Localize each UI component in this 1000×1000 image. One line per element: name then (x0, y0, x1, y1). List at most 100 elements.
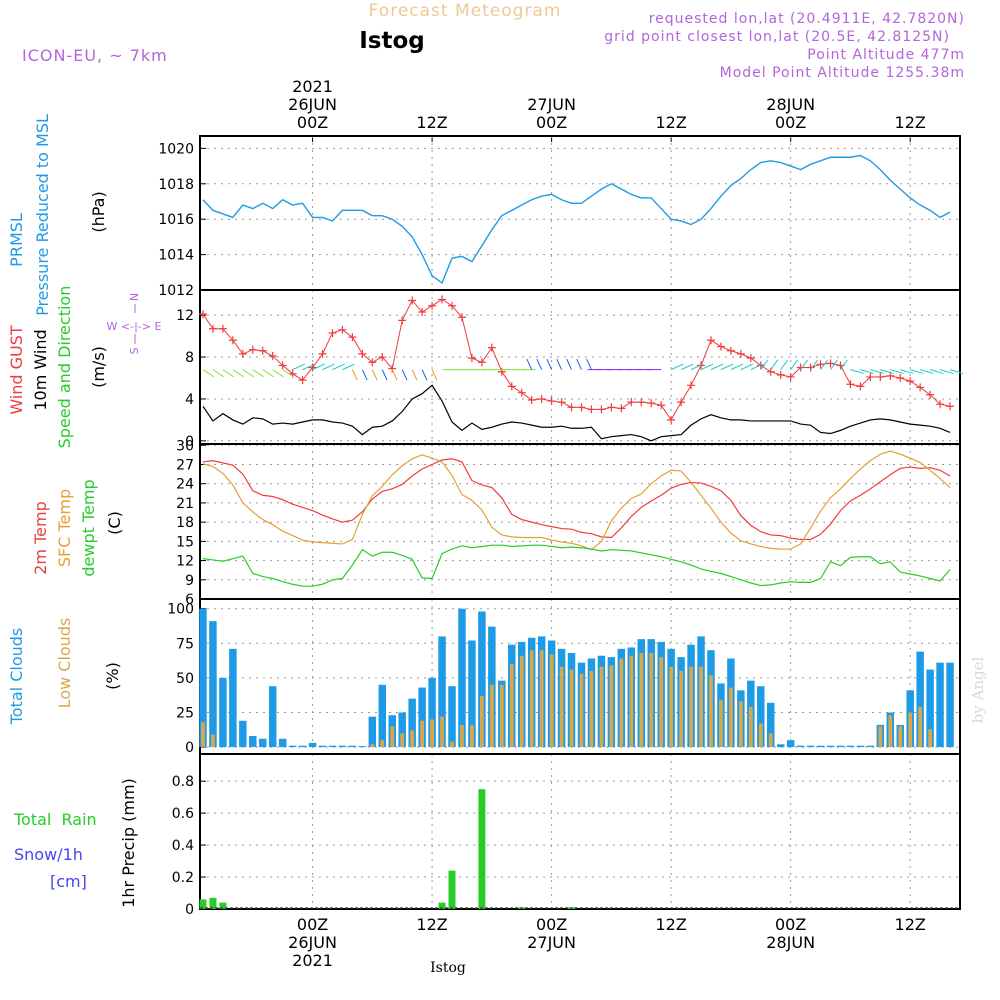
total-cloud-bar (826, 745, 835, 748)
temp-sfc-line (202, 450, 951, 551)
low-cloud-bar (499, 684, 504, 748)
gust-marker (517, 388, 526, 397)
bottom-time-label: 12Z (895, 915, 926, 934)
wind-direction-arrow (351, 369, 358, 381)
y-tick-label: 0.6 (172, 806, 194, 822)
gust-marker (826, 359, 835, 368)
y-tick-label: 27 (176, 457, 194, 473)
rain-bar (219, 902, 227, 909)
gust-marker (906, 377, 915, 386)
wind-direction-arrow (222, 369, 234, 378)
low-cloud-bar (918, 706, 923, 748)
panel-frame (199, 135, 961, 291)
wind-direction-arrow (401, 369, 408, 381)
temp-unit: (C) (105, 511, 124, 535)
low-clouds-label: Low Clouds (55, 618, 74, 709)
wind-direction-arrow (900, 369, 914, 374)
dewpt-line (202, 544, 951, 587)
low-cloud-bar (599, 666, 604, 748)
compass-west-east: W <-|-> E (107, 320, 162, 333)
rain-bar (448, 870, 456, 909)
bottom-time-label: 26JUN (288, 933, 337, 952)
wind-direction-arrow (242, 369, 254, 378)
top-time-label: 28JUN (766, 95, 815, 114)
low-cloud-bar (768, 733, 773, 748)
gust-marker (886, 371, 895, 380)
low-cloud-bar (589, 670, 594, 748)
gust-marker (228, 336, 237, 345)
total-cloud-bar (219, 677, 227, 748)
gust-marker (716, 342, 725, 351)
panel-2: 6 9 12 15 18 21 24 27 30 (176, 438, 961, 608)
total-cloud-bar (348, 745, 357, 748)
gust-marker (876, 372, 885, 381)
y-tick-label: 25 (176, 705, 194, 721)
wind-direction-arrow (710, 363, 724, 371)
wind-direction-arrow (870, 369, 884, 374)
low-cloud-bar (569, 669, 574, 748)
wind-direction-arrow (536, 358, 543, 370)
y-tick-label: 0.8 (172, 774, 194, 790)
bottom-time-label: 12Z (416, 915, 447, 934)
temp-sfc-label: SFC Temp (55, 489, 74, 567)
low-cloud-bar (509, 664, 514, 748)
gust-marker (547, 397, 556, 406)
wind-direction-arrow (252, 369, 264, 378)
gust-marker (258, 346, 267, 355)
wind-speed-dir-label: Speed and Direction (55, 286, 74, 449)
gust-marker (846, 380, 855, 389)
gust-marker (318, 349, 327, 358)
bottom-time-label: 27JUN (527, 933, 576, 952)
gust-marker (268, 352, 277, 360)
gust-marker (577, 403, 586, 412)
total-cloud-bar (278, 738, 287, 748)
gust-marker (916, 383, 925, 392)
total-cloud-bar (268, 686, 277, 748)
low-cloud-bar (380, 740, 385, 748)
y-tick-label: 4 (185, 392, 194, 408)
gust-marker (497, 367, 506, 376)
wind-direction-arrow (790, 359, 799, 370)
low-cloud-bar (898, 726, 903, 748)
total-cloud-bar (328, 745, 337, 748)
wind-direction-arrow (670, 363, 684, 371)
y-tick-label: 1016 (158, 212, 194, 228)
top-time-label: 00Z (297, 113, 328, 132)
panel-frame (199, 753, 961, 910)
y-tick-label: 15 (176, 534, 194, 550)
total-cloud-bar (418, 687, 426, 748)
low-cloud-bar (729, 687, 733, 748)
gust-marker (248, 345, 257, 354)
gust-marker (637, 398, 646, 407)
total-cloud-bar (288, 745, 297, 748)
wind-direction-arrow (411, 369, 418, 381)
panels: 1012 1014 1016 1018 1020 0 4 8 12 6 9 12 15 18 21 24 27 3… (158, 135, 964, 918)
bottom-time-label: 12Z (655, 915, 686, 934)
gust-marker (348, 333, 357, 342)
wind-direction-arrow (312, 363, 325, 371)
gust-marker (238, 349, 247, 358)
y-tick-label: 0 (185, 740, 194, 756)
y-tick-label: 0.4 (172, 838, 194, 854)
low-cloud-bar (719, 700, 723, 748)
y-tick-label: 1020 (158, 141, 194, 157)
gust-marker (557, 398, 566, 407)
y-tick-label: 21 (176, 496, 194, 512)
gust-marker (706, 336, 715, 345)
compass-north: N (128, 293, 141, 301)
gust-marker (428, 301, 437, 310)
total-cloud-bar (229, 648, 237, 748)
gust-marker (796, 363, 805, 372)
y-tick-label: 1014 (158, 248, 194, 264)
wind-direction-arrow (720, 363, 734, 371)
total-cloud-bar (408, 698, 416, 748)
y-tick-label: 24 (176, 477, 194, 493)
y-tick-label: 0.2 (172, 870, 194, 886)
wind-direction-arrow (780, 359, 789, 370)
total-cloud-bar (209, 621, 217, 748)
wind-direction-arrow (586, 358, 592, 370)
gust-marker (358, 349, 367, 358)
model-name: ICON-EU, ~ 7km (22, 46, 168, 65)
wind-direction-arrow (830, 359, 838, 370)
